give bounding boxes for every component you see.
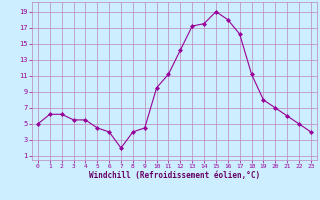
X-axis label: Windchill (Refroidissement éolien,°C): Windchill (Refroidissement éolien,°C) <box>89 171 260 180</box>
